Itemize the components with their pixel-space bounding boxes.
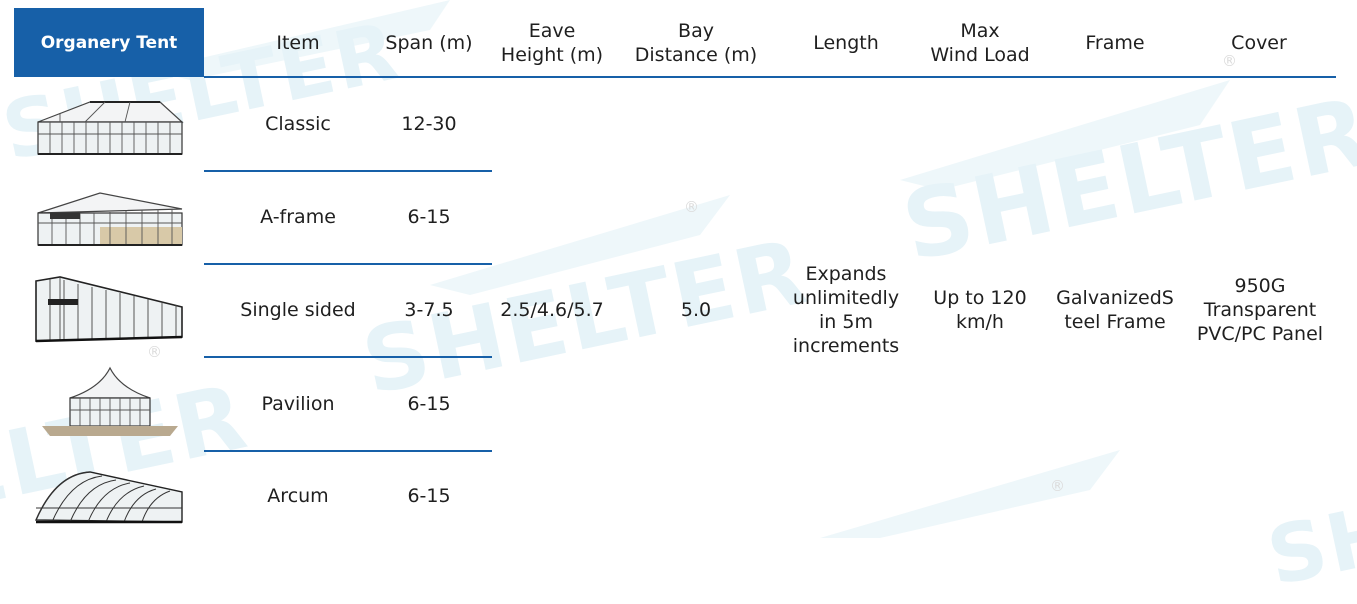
- row-span-a-frame: 6-15: [407, 206, 451, 228]
- column-header-eave-height: Eave Height (m): [500, 19, 604, 66]
- single-sided-glass-tent-icon: [35, 276, 183, 343]
- watermark-registered-mark: ®: [1050, 477, 1065, 495]
- shared-bay-distance: 5.0: [680, 299, 712, 321]
- row-divider: [204, 450, 492, 452]
- shared-cover: 950G Transparent PVC/PC Panel: [1196, 275, 1324, 345]
- shared-eave-height: 2.5/4.6/5.7: [500, 299, 604, 321]
- watermark-wing-icon: [900, 80, 1230, 190]
- row-span-arcum: 6-15: [407, 485, 451, 507]
- column-header-item: Item: [276, 31, 320, 54]
- shared-max-wind-load: Up to 120 km/h: [933, 287, 1027, 333]
- column-header-frame: Frame: [1085, 31, 1145, 54]
- column-header-length: Length: [813, 31, 879, 54]
- brand-header-cell: Organery Tent: [14, 8, 204, 77]
- row-divider: [204, 356, 492, 358]
- header-divider: [204, 76, 1336, 78]
- a-frame-glass-tent-icon: [37, 192, 183, 246]
- shared-length: Expands unlimitedly in 5m increments: [792, 263, 900, 357]
- watermark-registered-mark: ®: [147, 343, 162, 361]
- spec-table: Organery Tent Item Span (m) Eave Height …: [14, 8, 1336, 524]
- watermark-wing-icon: [150, 0, 450, 80]
- column-header-max-wind-load: Max Wind Load: [930, 19, 1030, 66]
- row-item-arcum: Arcum: [267, 485, 329, 507]
- row-divider: [204, 263, 492, 265]
- row-item-a-frame: A-frame: [260, 206, 336, 228]
- row-span-pavilion: 6-15: [407, 392, 451, 415]
- row-span-classic: 12-30: [401, 113, 457, 135]
- classic-glass-tent-icon: [37, 101, 184, 155]
- row-item-classic: Classic: [265, 113, 331, 135]
- watermark-wing-icon: [430, 195, 730, 295]
- row-item-single-sided: Single sided: [240, 299, 356, 321]
- row-item-pavilion: Pavilion: [261, 392, 335, 415]
- row-span-single-sided: 3-7.5: [404, 299, 454, 321]
- shared-frame: GalvanizedS teel Frame: [1056, 287, 1174, 333]
- column-header-cover: Cover: [1231, 31, 1287, 54]
- pavilion-glass-tent-icon: [42, 366, 178, 436]
- arcum-glass-tent-icon: [34, 471, 183, 524]
- column-header-bay-distance: Bay Distance (m): [634, 19, 758, 66]
- watermark-registered-mark: ®: [684, 198, 699, 216]
- watermark-registered-mark: ®: [1222, 52, 1237, 70]
- column-header-span: Span (m): [385, 31, 473, 54]
- row-divider: [204, 170, 492, 172]
- watermark-wing-icon: [820, 450, 1120, 538]
